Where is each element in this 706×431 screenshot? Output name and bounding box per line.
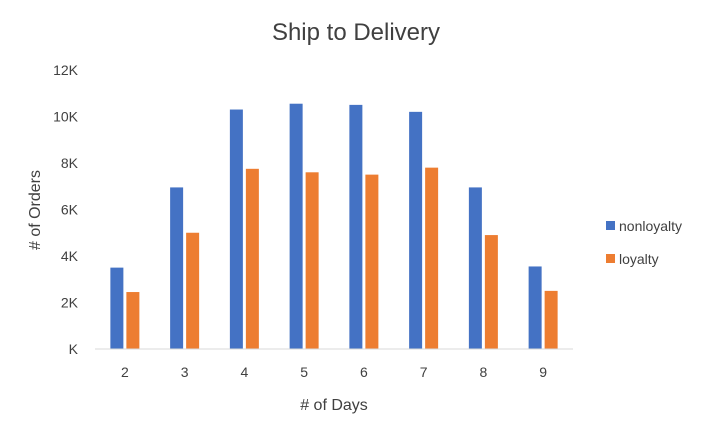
x-tick-label: 6 xyxy=(360,364,368,380)
legend: nonloyalty loyalty xyxy=(606,218,682,267)
x-tick-label: 5 xyxy=(300,364,308,380)
x-tick-label: 8 xyxy=(479,364,487,380)
x-tick-label: 9 xyxy=(539,364,547,380)
y-tick-label: 12K xyxy=(53,62,79,78)
legend-swatch-loyalty xyxy=(606,254,615,263)
bar-nonloyalty-5 xyxy=(289,103,303,350)
bar-nonloyalty-7 xyxy=(409,111,423,349)
y-tick-label: K xyxy=(69,341,79,357)
bar-loyalty-3 xyxy=(186,232,200,349)
y-tick-label: 10K xyxy=(53,109,79,125)
x-axis-ticks: 2 3 4 5 6 7 8 9 xyxy=(121,364,547,380)
bar-loyalty-5 xyxy=(305,172,319,349)
legend-label-loyalty: loyalty xyxy=(619,251,659,267)
x-tick-label: 4 xyxy=(240,364,248,380)
y-tick-label: 6K xyxy=(61,202,79,218)
bar-nonloyalty-4 xyxy=(229,109,243,350)
x-axis-title: # of Days xyxy=(300,397,368,414)
bar-nonloyalty-8 xyxy=(468,187,482,349)
bar-nonloyalty-3 xyxy=(170,187,184,349)
bar-loyalty-4 xyxy=(245,168,259,349)
y-tick-label: 8K xyxy=(61,155,79,171)
bar-loyalty-8 xyxy=(484,235,498,349)
bar-nonloyalty-9 xyxy=(528,266,542,349)
legend-label-nonloyalty: nonloyalty xyxy=(619,218,682,234)
x-tick-label: 3 xyxy=(181,364,189,380)
y-tick-label: 2K xyxy=(61,295,79,311)
x-tick-label: 7 xyxy=(420,364,428,380)
bars-group xyxy=(110,103,558,350)
bar-loyalty-9 xyxy=(544,290,558,349)
y-axis-title: # of Orders xyxy=(27,170,44,250)
y-tick-label: 4K xyxy=(61,248,79,264)
chart-title: Ship to Delivery xyxy=(272,19,440,46)
y-axis-ticks: K 2K 4K 6K 8K 10K 12K xyxy=(53,62,79,357)
bar-nonloyalty-2 xyxy=(110,267,124,349)
bar-loyalty-7 xyxy=(425,167,439,349)
x-tick-label: 2 xyxy=(121,364,129,380)
bar-nonloyalty-6 xyxy=(349,104,363,349)
bar-loyalty-2 xyxy=(126,292,140,349)
bar-loyalty-6 xyxy=(365,174,379,349)
legend-swatch-nonloyalty xyxy=(606,221,615,230)
